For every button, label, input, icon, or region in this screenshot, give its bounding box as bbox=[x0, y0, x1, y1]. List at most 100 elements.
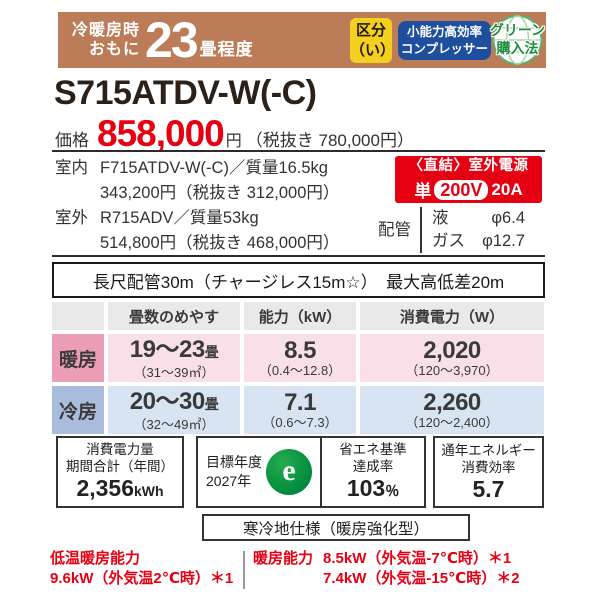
indoor-line: 室内 F715ATDV-W(-C)／質量16.5kg bbox=[55, 156, 339, 181]
heating-note-label: 暖房能力 bbox=[253, 550, 314, 567]
power-voltage: 200V bbox=[434, 179, 489, 200]
low-temp-heating-note: 低温暖房能力 9.6kW（外気温2℃時）＊1 bbox=[50, 549, 233, 589]
capacity-number: 23 bbox=[145, 12, 199, 68]
heating-area-value: 19～23 bbox=[129, 335, 205, 363]
heating-area-cell: 19～23畳 （31～39㎡） bbox=[108, 334, 240, 382]
annual-value-line: 2,356kWh bbox=[76, 475, 163, 504]
usage-line1: 冷暖房時 bbox=[72, 22, 141, 39]
emark-icon: e bbox=[266, 449, 312, 495]
table-header-area: 畳数のめやす bbox=[108, 302, 240, 330]
outdoor-power-box: 〈直結〉室外電源 単 200V 20A bbox=[395, 156, 542, 203]
footnote-divider bbox=[243, 551, 245, 589]
cooling-power-main: 2,260 bbox=[423, 389, 481, 416]
price-unit: 円 bbox=[225, 133, 242, 150]
heating-area-main: 19～23畳 bbox=[129, 335, 219, 365]
green-badge-line1: グリーン bbox=[489, 22, 546, 38]
cooling-area-main: 20～30畳 bbox=[129, 387, 219, 417]
table-header-empty bbox=[52, 302, 104, 330]
kubun-badge: 区分 （い） bbox=[350, 18, 396, 63]
standard-label1: 省エネ基準 bbox=[339, 441, 407, 457]
cooling-area-cell: 20～30畳 （32～49㎡） bbox=[108, 386, 240, 434]
cold-region-box: 寒冷地仕様（暖房強化型） bbox=[202, 514, 470, 541]
capacity-unit: 畳程度 bbox=[199, 40, 254, 59]
cooling-row-label: 冷房 bbox=[52, 386, 104, 434]
usage-label: 冷暖房時 おもに bbox=[72, 21, 140, 59]
long-piping-note: 長尺配管30m（チャージレス15m☆） 最大高低差20m bbox=[52, 262, 545, 298]
emark-letter: e bbox=[282, 454, 296, 487]
price-row: 価格 858,000 円 （税抜き 780,000円） bbox=[55, 113, 414, 155]
power-amperage: 20A bbox=[491, 179, 523, 199]
apf-label1: 通年エネルギー bbox=[441, 443, 536, 458]
cooling-capacity-cell: 7.1 （0.6～7.3） bbox=[244, 386, 356, 434]
heating-row-label: 暖房 bbox=[52, 334, 104, 382]
standard-value: 103 bbox=[346, 474, 386, 501]
compressor-badge: 小能力高効率 コンプレッサー bbox=[398, 21, 491, 60]
heating-power-sub: （120～3,970） bbox=[405, 363, 499, 378]
annual-label2: 期間合計（年間） bbox=[66, 458, 174, 474]
heating-capacity-sub: （0.4～12.8） bbox=[258, 363, 342, 378]
cooling-power-cell: 2,260 （120～2,400） bbox=[360, 386, 544, 434]
target-year-labels: 目標年度 2027年 bbox=[206, 453, 262, 491]
usage-line2: おもに bbox=[89, 41, 141, 58]
performance-table: 畳数のめやす 能力（kW） 消費電力（W） 暖房 19～23畳 （31～39㎡）… bbox=[52, 302, 544, 434]
table-header-capacity: 能力（kW） bbox=[244, 302, 356, 330]
kubun-line2: （い） bbox=[350, 41, 396, 59]
piping-label: 配管 bbox=[378, 221, 411, 239]
divider-top bbox=[52, 150, 545, 152]
target-year-value: 2027年 bbox=[206, 473, 252, 489]
standard-label2: 達成率 bbox=[352, 458, 394, 474]
annual-value: 2,356 bbox=[76, 474, 134, 501]
table-header-power: 消費電力（W） bbox=[360, 302, 544, 330]
piping-specs: 配管 液 φ6.4 ガス φ12.7 bbox=[378, 207, 525, 253]
price-tax-note: （税抜き 780,000円） bbox=[245, 131, 414, 150]
outdoor-line: 室外 R715ADV／質量53kg bbox=[55, 206, 339, 231]
power-spec: 単 200V 20A bbox=[395, 177, 542, 202]
compressor-line1: 小能力高効率 bbox=[406, 24, 482, 39]
heating-capacity-note: 暖房能力 8.5kW（外気温-7℃時）＊1 7.4kW（外気温-15℃時）＊2 bbox=[253, 549, 520, 589]
piping-liquid-row: 液 φ6.4 bbox=[432, 207, 525, 230]
price-value: 858,000 bbox=[97, 113, 225, 154]
cooling-capacity-sub: （0.6～7.3） bbox=[262, 415, 338, 430]
price-label: 価格 bbox=[55, 131, 89, 150]
model-number: S715ATDV-W(-C) bbox=[54, 74, 317, 112]
apf-value: 5.7 bbox=[472, 476, 505, 502]
heating-power-cell: 2,020 （120～3,970） bbox=[360, 334, 544, 382]
gas-label: ガス bbox=[432, 232, 465, 250]
capacity-header-bar: 冷暖房時 おもに 23 畳程度 区分 （い） 小能力高効率 コンプレッサー グリ… bbox=[58, 12, 546, 68]
apf-box: 通年エネルギー 消費効率 5.7 bbox=[433, 436, 544, 508]
indoor-price: 343,200円（税抜き 312,000円） bbox=[100, 184, 340, 202]
heating-power-main: 2,020 bbox=[423, 337, 481, 364]
standard-unit: ％ bbox=[385, 482, 400, 499]
green-purchase-badge: グリーン 購入法 bbox=[489, 14, 546, 66]
power-title: 〈直結〉室外電源 bbox=[408, 158, 529, 174]
energy-standard-box: 省エネ基準 達成率 103％ bbox=[320, 436, 426, 508]
globe-icon bbox=[492, 15, 543, 65]
cooling-area-sub: （32～49㎡） bbox=[133, 416, 215, 432]
heating-area-sub: （31～39㎡） bbox=[133, 364, 215, 380]
green-badge-text: グリーン 購入法 bbox=[489, 21, 546, 57]
heating-capacity-main: 8.5 bbox=[284, 337, 316, 364]
heating-note-value2: 7.4kW（外気温-15℃時）＊2 bbox=[323, 570, 520, 587]
standard-value-line: 103％ bbox=[347, 475, 399, 504]
annual-consumption-box: 消費電力量 期間合計（年間） 2,356kWh bbox=[56, 436, 184, 508]
gas-value: φ12.7 bbox=[482, 232, 525, 250]
power-phase: 単 bbox=[414, 182, 432, 201]
target-year-box: 目標年度 2027年 e bbox=[196, 436, 322, 508]
compressor-line2: コンプレッサー bbox=[400, 41, 489, 56]
outdoor-label: 室外 bbox=[55, 209, 88, 227]
kubun-line1: 区分 bbox=[355, 21, 386, 39]
cooling-capacity-main: 7.1 bbox=[284, 389, 316, 416]
outdoor-price: 514,800円（税抜き 468,000円） bbox=[100, 234, 340, 252]
unit-specs: 室内 F715ATDV-W(-C)／質量16.5kg 343,200円（税抜き … bbox=[55, 156, 339, 256]
divider-middle bbox=[52, 255, 545, 257]
heating-note-value1: 8.5kW（外気温-7℃時）＊1 bbox=[323, 550, 512, 567]
annual-unit: kWh bbox=[134, 482, 164, 499]
indoor-model: F715ATDV-W(-C)／質量16.5kg bbox=[100, 159, 328, 177]
cooling-area-unit: 畳 bbox=[204, 395, 219, 412]
piping-gas-row: ガス φ12.7 bbox=[432, 230, 525, 253]
green-badge-line2: 購入法 bbox=[496, 40, 539, 56]
cooling-area-value: 20～30 bbox=[129, 387, 205, 415]
heating-note-spacer bbox=[253, 569, 313, 589]
apf-label2: 消費効率 bbox=[461, 460, 516, 475]
